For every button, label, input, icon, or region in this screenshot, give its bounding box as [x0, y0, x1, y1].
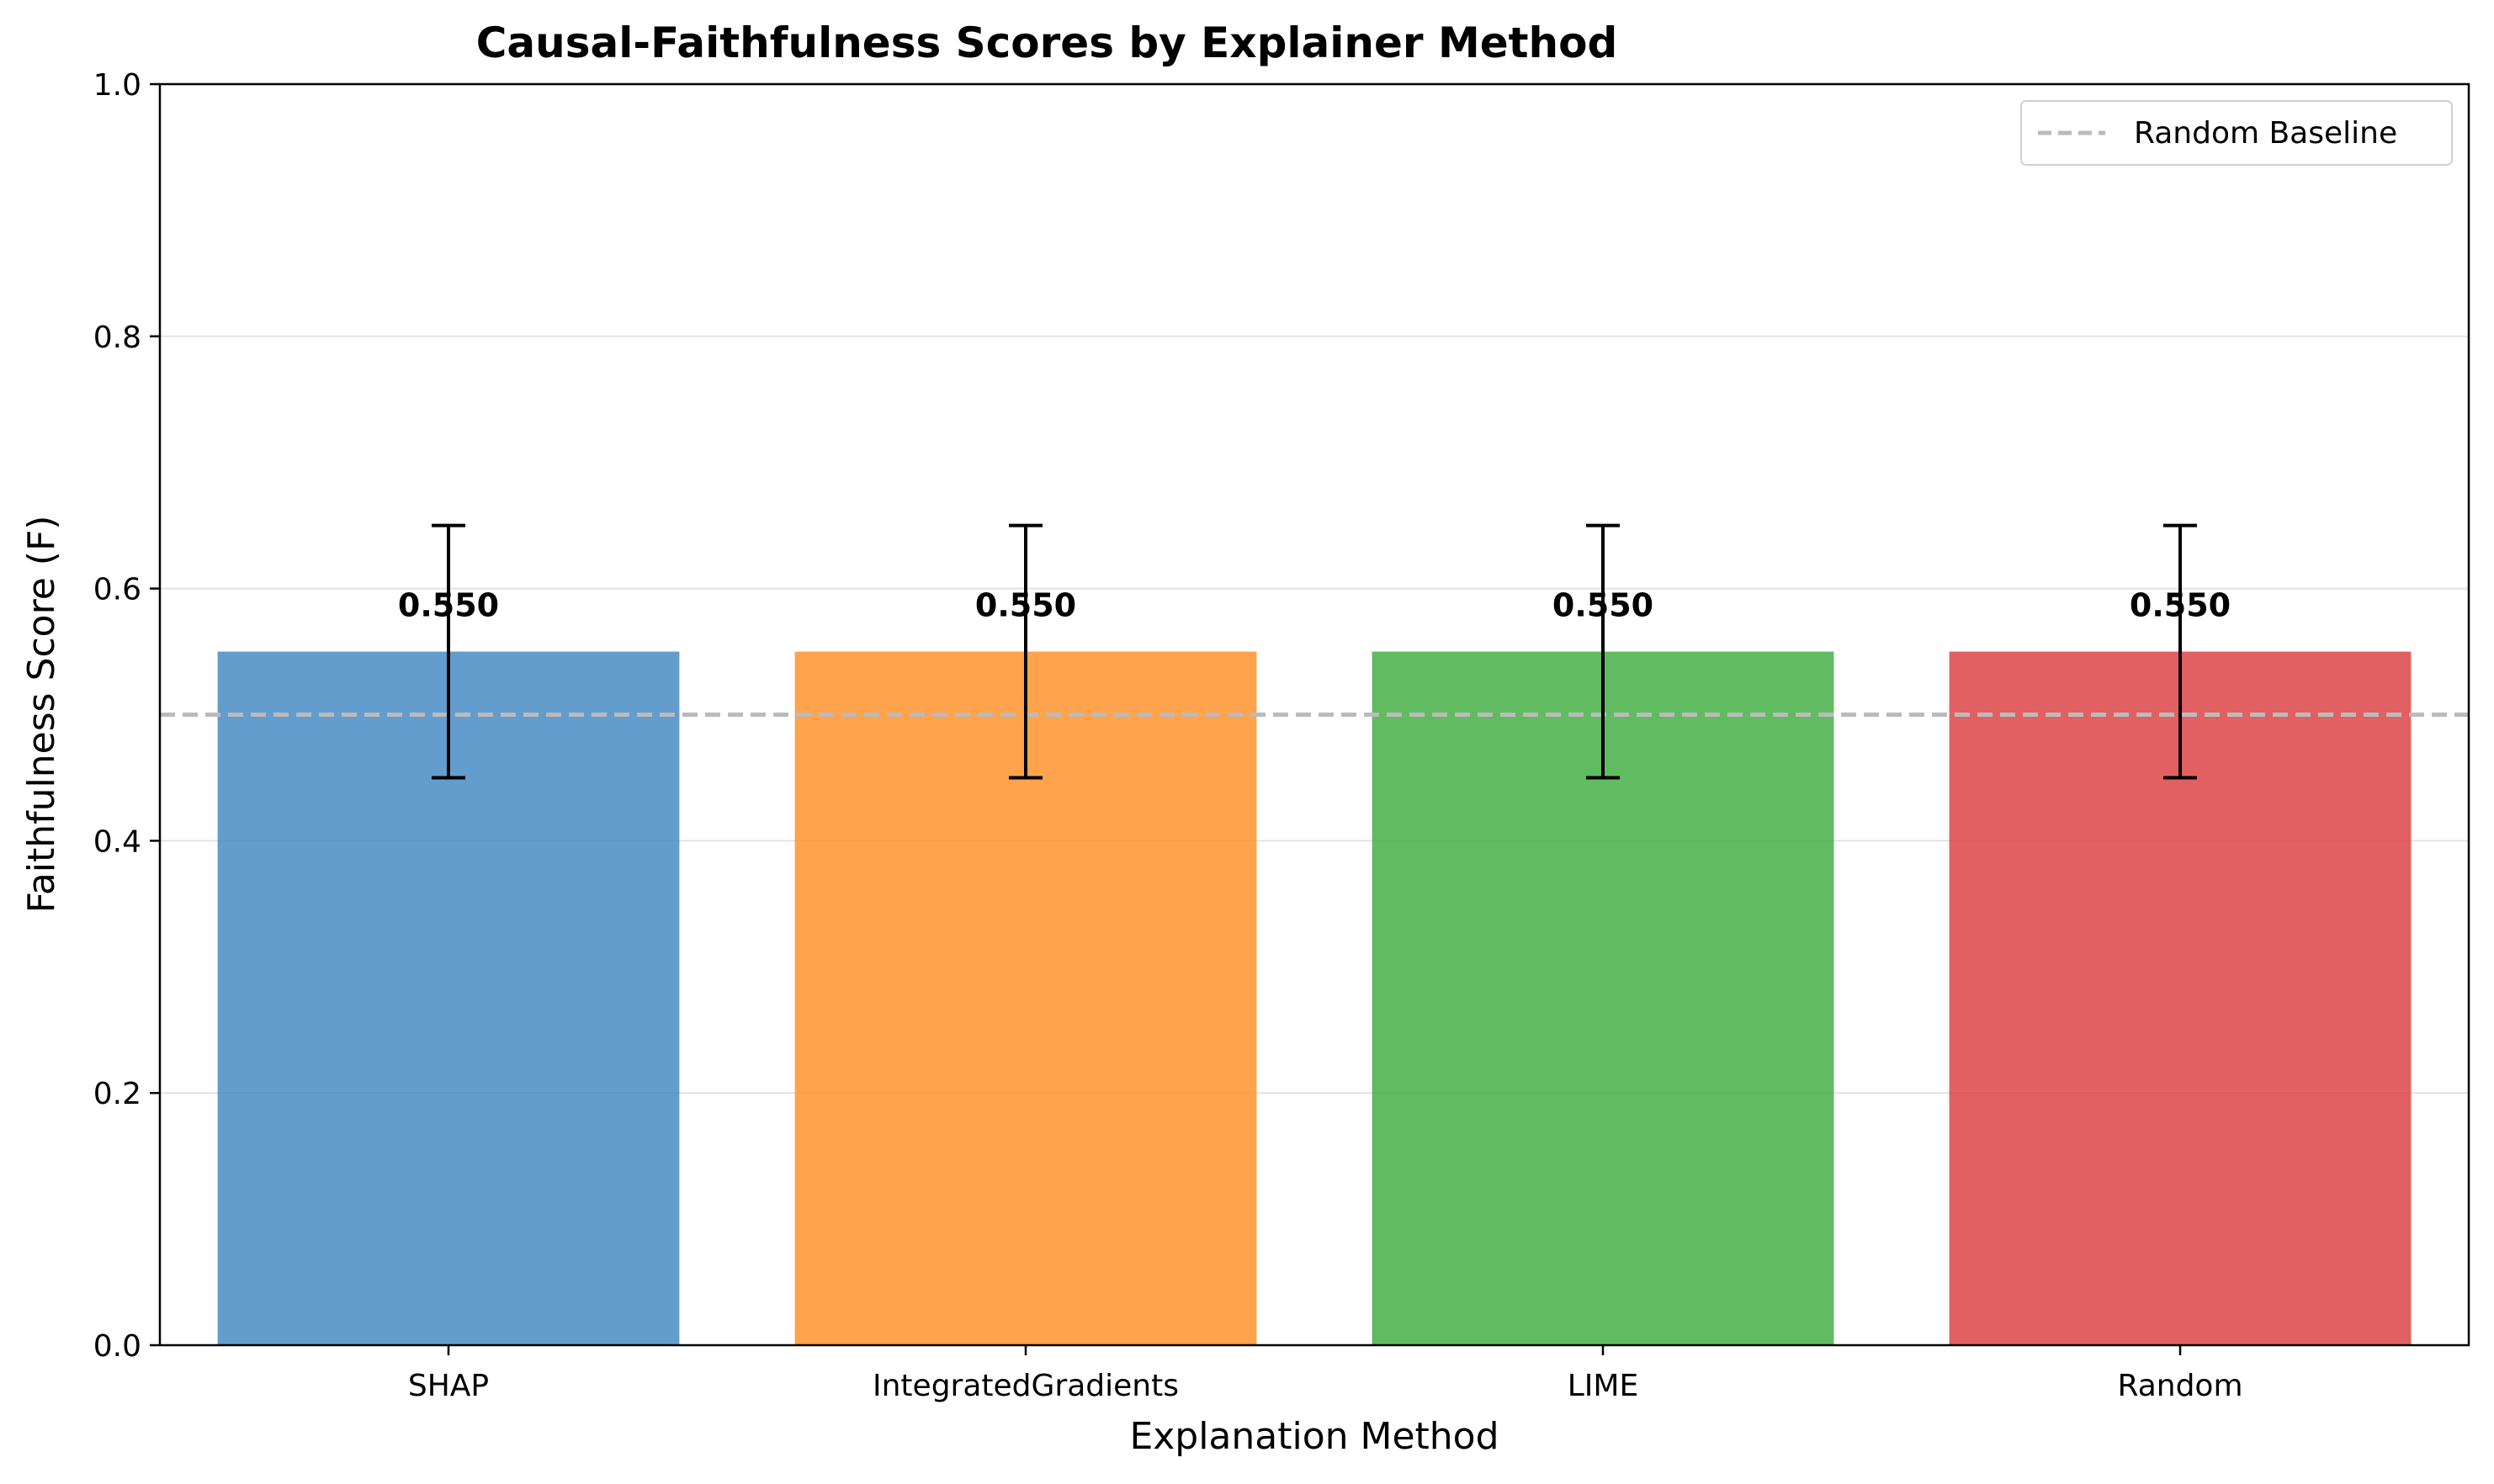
y-axis-label: Faithfulness Score (F)	[20, 516, 63, 914]
x-tick-label: IntegratedGradients	[873, 1369, 1179, 1403]
x-axis: SHAP IntegratedGradients LIME Random	[408, 1345, 2243, 1403]
plot-frame	[158, 82, 2470, 1347]
x-tick-label: LIME	[1568, 1369, 1638, 1403]
y-axis: 0.0 0.2 0.4 0.6 0.8 1.0	[93, 68, 160, 1364]
legend-frame	[2020, 100, 2453, 166]
legend-label-random-baseline: Random Baseline	[2134, 116, 2397, 151]
error-bars-layer	[432, 523, 2197, 780]
y-tick-label: 1.0	[93, 68, 141, 103]
value-label: 0.550	[1552, 587, 1653, 624]
bars-layer	[217, 651, 2412, 1345]
y-tick-label: 0.0	[93, 1329, 141, 1364]
chart-title: Causal-Faithfulness Scores by Explainer …	[476, 19, 1618, 67]
value-labels-layer: 0.550 0.550 0.550 0.550	[398, 587, 2231, 624]
y-tick-label: 0.6	[93, 573, 141, 607]
y-tick-label: 0.8	[93, 321, 141, 355]
value-label: 0.550	[2130, 587, 2231, 624]
y-tick-label: 0.2	[93, 1077, 141, 1111]
legend: Random Baseline	[2020, 100, 2453, 166]
y-tick-label: 0.4	[93, 824, 141, 859]
value-label: 0.550	[398, 587, 499, 624]
x-axis-label: Explanation Method	[1129, 1415, 1499, 1458]
x-tick-label: SHAP	[408, 1369, 489, 1403]
x-tick-label: Random	[2117, 1369, 2242, 1403]
value-label: 0.550	[975, 587, 1076, 624]
